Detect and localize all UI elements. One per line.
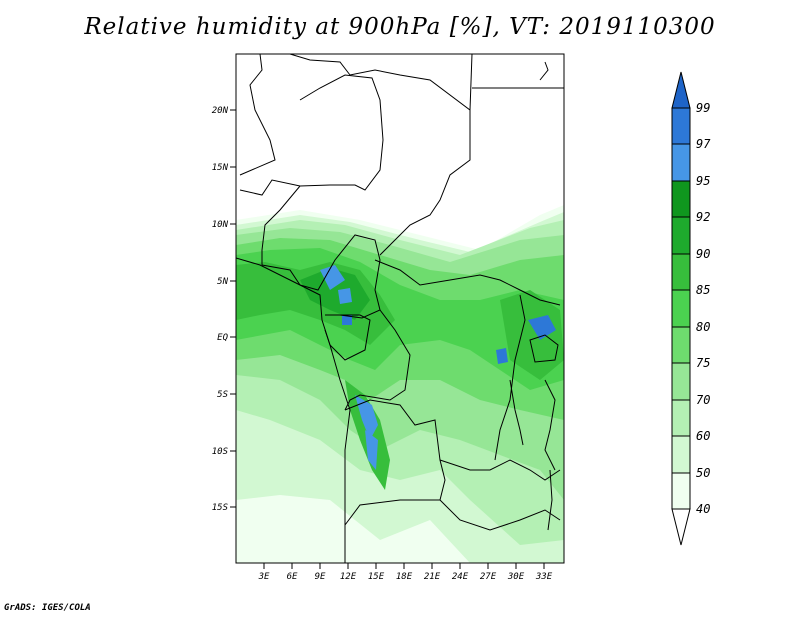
lat-label-20n: 20N [212,106,229,116]
lon-label-30e: 30E [507,572,525,582]
colorbar-under-arrow [671,508,691,546]
colorbar [671,71,691,546]
colorbar-seg-40-50 [671,472,691,510]
lat-label-15n: 15N [212,163,229,173]
lat-label-5n: 5N [217,277,228,287]
colorbar-label-40: 40 [696,502,710,516]
colorbar-label-75: 75 [696,356,710,370]
lon-label-12e: 12E [340,572,357,582]
lat-label-10s: 10S [212,447,229,457]
border-north-2 [289,54,473,111]
border-red-sea [539,61,549,81]
border-zambia [439,459,561,481]
rh-95-97-patch-1 [320,265,345,290]
colorbar-seg-95-97 [671,143,691,182]
colorbar-label-60: 60 [696,429,710,443]
chart-title: Relative humidity at 900hPa [%], VT: 201… [84,14,716,40]
colorbar-label-70: 70 [696,393,710,407]
grads-credit: GrADS: IGES/COLA [4,603,91,613]
colorbar-seg-90-92 [671,216,691,255]
border-drc [344,309,411,411]
border-lake-malawi [547,469,553,531]
rh-95-97-patch-2 [338,288,352,304]
lon-label-6e: 6E [287,572,298,582]
colorbar-seg-60-70 [671,399,691,437]
colorbar-label-92: 92 [696,210,710,224]
rh-97-99-patch-2 [528,315,556,340]
border-tanzania [544,379,556,471]
humidity-field [236,54,564,563]
map-frame [235,53,565,564]
lon-label-3e: 3E [258,572,270,582]
rh-95-97-patch-4 [365,430,378,470]
colorbar-label-80: 80 [696,320,710,334]
colorbar-label-99: 99 [696,101,710,115]
colorbar-seg-97-99 [671,107,691,145]
colorbar-labels: 99 97 95 92 90 85 80 75 70 60 50 40 [696,101,711,516]
lat-label-eq: EQ [217,333,228,343]
lon-label-21e: 21E [424,572,441,582]
border-drc-east [494,294,526,461]
lat-label-15s: 15S [212,503,229,513]
lon-label-18e: 18E [396,572,413,582]
colorbar-seg-70-75 [671,362,691,401]
colorbar-label-90: 90 [696,247,710,261]
colorbar-seg-80-85 [671,289,691,328]
border-north-3 [239,74,384,196]
lat-label-5s: 5S [217,390,228,400]
rh-90-92-area [300,268,370,320]
lon-label-33e: 33E [535,572,553,582]
border-north-1 [239,54,276,176]
border-car [374,259,561,306]
colorbar-label-95: 95 [696,174,710,188]
country-borders [236,54,564,563]
colorbar-label-97: 97 [696,137,711,151]
longitude-axis: 3E 6E 9E 12E 15E 18E 21E 24E 27E 30E 33E [258,563,553,582]
lat-label-10n: 10N [212,220,229,230]
border-lake-victoria [529,334,559,363]
latitude-axis: 20N 15N 10N 5N EQ 5S 10S 15S [212,106,236,513]
border-south [439,499,561,531]
rh-97-99-patch-3 [496,348,508,364]
colorbar-seg-50-60 [671,435,691,474]
lon-label-27e: 27E [480,572,497,582]
border-sudan [379,110,471,256]
colorbar-seg-85-90 [671,253,691,291]
border-nigeria-cameroon [261,234,381,319]
border-angola [344,399,446,563]
border-lake-tanganyika [509,379,524,446]
lon-label-9e: 9E [315,572,326,582]
colorbar-seg-75-80 [671,326,691,364]
lon-label-15e: 15E [368,572,385,582]
border-sahel [261,185,301,265]
colorbar-seg-92-95 [671,180,691,218]
rh-95-97-patch-3 [355,395,378,440]
lon-label-24e: 24E [452,572,469,582]
border-coast-west [236,257,351,563]
colorbar-label-50: 50 [696,466,710,480]
colorbar-over-arrow [671,71,691,109]
rh-97-99-patch-1 [342,315,352,325]
colorbar-label-85: 85 [696,283,710,297]
